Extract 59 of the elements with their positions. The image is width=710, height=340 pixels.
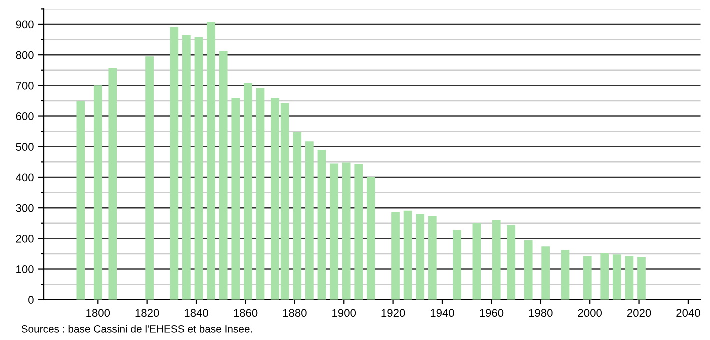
bar xyxy=(256,88,265,300)
bar xyxy=(561,250,570,300)
x-tick-label: 1820 xyxy=(136,309,160,318)
x-tick-label: 1900 xyxy=(332,309,356,318)
bar xyxy=(625,256,634,300)
bar xyxy=(305,142,314,300)
y-tick-label: 0 xyxy=(28,296,34,304)
x-tick-label: 1800 xyxy=(86,309,110,318)
bar xyxy=(492,220,501,300)
bar xyxy=(318,150,326,300)
bar xyxy=(207,22,216,300)
bar xyxy=(293,132,302,300)
bar xyxy=(244,84,252,300)
x-tick-label: 1840 xyxy=(185,309,208,318)
bar xyxy=(108,68,118,300)
x-tick-label: 2020 xyxy=(627,309,652,318)
bar xyxy=(342,162,351,300)
bar xyxy=(453,230,462,300)
bar xyxy=(542,246,550,300)
y-tick-label: 300 xyxy=(16,204,34,212)
y-tick-label: 100 xyxy=(16,266,34,274)
bar xyxy=(638,257,646,300)
bar xyxy=(354,164,364,300)
x-tick-label: 1960 xyxy=(480,309,504,318)
source-note: Sources : base Cassini de l'EHESS et base Insee. xyxy=(22,325,252,333)
bar xyxy=(612,254,622,300)
bar xyxy=(76,100,86,300)
y-tick-label: 800 xyxy=(16,51,34,60)
y-tick-label: 600 xyxy=(16,112,34,120)
x-tick-label: 1920 xyxy=(382,309,406,318)
bar xyxy=(182,35,191,300)
y-tick-label: 700 xyxy=(16,82,34,90)
bar xyxy=(146,56,154,300)
bar xyxy=(330,164,338,300)
y-tick-label: 200 xyxy=(16,234,34,243)
bar xyxy=(428,216,437,300)
y-tick-label: 400 xyxy=(16,174,34,182)
bar xyxy=(524,240,533,300)
bar xyxy=(416,214,425,300)
bar xyxy=(366,177,376,300)
x-tick-label: 2040 xyxy=(676,309,700,318)
bar xyxy=(170,27,179,300)
bar xyxy=(219,51,228,300)
y-tick-label: 500 xyxy=(16,143,34,152)
bar xyxy=(583,256,592,300)
bar xyxy=(392,212,400,300)
bar xyxy=(194,37,204,300)
bar xyxy=(232,98,240,300)
x-tick-label: 1880 xyxy=(283,309,307,318)
bar xyxy=(507,225,516,300)
x-tick-label: 2000 xyxy=(578,309,602,318)
x-tick-label: 1940 xyxy=(430,309,454,318)
bar xyxy=(600,253,610,300)
bar xyxy=(404,210,412,300)
y-tick-label: 900 xyxy=(16,20,34,29)
x-tick-label: 1860 xyxy=(234,309,258,318)
bar xyxy=(472,223,482,300)
bar xyxy=(94,86,102,300)
x-tick-label: 1980 xyxy=(529,309,553,318)
